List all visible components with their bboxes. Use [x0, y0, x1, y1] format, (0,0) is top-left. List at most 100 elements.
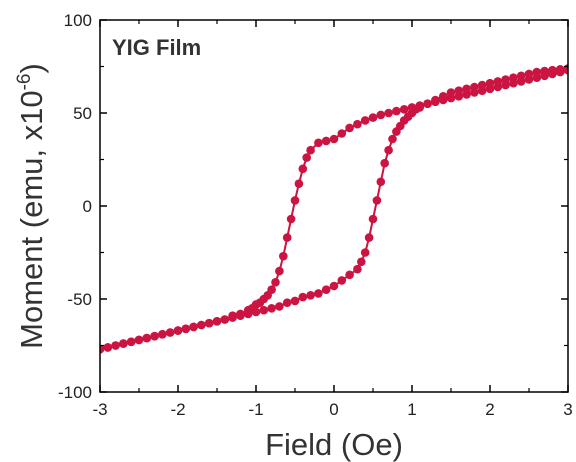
series-0-point: [286, 214, 296, 224]
series-1-point: [228, 313, 237, 322]
x-tick-label: -2: [170, 400, 185, 419]
series-0-point: [360, 116, 370, 125]
y-axis-title-end: ): [14, 63, 49, 73]
series-1-point: [470, 82, 479, 92]
series-1-point: [275, 302, 284, 311]
x-tick-label: 1: [407, 400, 416, 419]
series-0-point: [279, 251, 288, 261]
series-1-point: [380, 158, 390, 168]
series-1-point: [142, 333, 152, 343]
series-1-point: [462, 84, 471, 94]
series-layer: [100, 64, 568, 354]
series-1-point: [540, 66, 549, 76]
x-tick-label: -1: [248, 400, 263, 419]
series-1-point: [493, 77, 503, 86]
series-0-point: [353, 119, 362, 129]
series-1-point: [126, 337, 136, 347]
series-1-point: [516, 71, 526, 81]
series-1-point: [477, 80, 487, 90]
series-0-point: [345, 123, 354, 133]
series-0-point: [298, 164, 308, 174]
x-tick-label: -3: [92, 400, 107, 419]
series-0-point: [290, 196, 300, 205]
series-1-point: [314, 289, 323, 298]
series-1-point: [100, 344, 105, 354]
series-1-point: [251, 307, 261, 317]
series-0-point: [376, 110, 386, 120]
series-1-point: [150, 331, 159, 341]
series-0-point: [392, 106, 401, 116]
series-1-point: [532, 67, 542, 77]
series-1-point: [353, 264, 362, 274]
series-0-point: [337, 129, 347, 138]
series-0-point: [399, 105, 409, 114]
series-1-point: [524, 69, 534, 79]
ticks-layer: -3 -2 -1 0 1 2 3 -100 -50 0 50 100: [58, 11, 573, 419]
series-1-point: [306, 291, 315, 300]
series-1-point: [134, 335, 144, 345]
series-1-point: [204, 318, 214, 328]
series-1-point: [415, 103, 425, 112]
series-1-point: [376, 177, 386, 187]
x-tick-label: 3: [563, 400, 572, 419]
series-1-line: [100, 67, 568, 351]
y-tick-label: 100: [64, 11, 92, 30]
series-1-point: [501, 75, 510, 84]
x-axis-title: Field (Oe): [265, 427, 403, 462]
y-tick-label: 50: [73, 104, 92, 123]
y-axis-title-main: Moment (emu, x10: [14, 90, 49, 348]
y-tick-label: 0: [83, 197, 92, 216]
series-0-point: [294, 179, 304, 188]
series-1-point: [181, 324, 191, 334]
series-0-line: [100, 69, 568, 351]
series-1-point: [212, 317, 222, 326]
series-1-point: [298, 292, 308, 302]
y-tick-label: -50: [67, 290, 92, 309]
y-tick-label: -100: [58, 383, 92, 402]
series-1-point: [431, 95, 440, 105]
series-1-point: [360, 248, 370, 257]
chart-annotation: YIG Film: [112, 35, 201, 60]
series-1-point: [189, 322, 198, 332]
x-tick-label: 0: [329, 400, 338, 419]
series-1-point: [509, 73, 518, 82]
series-1-point: [290, 296, 300, 306]
series-1-point: [555, 65, 565, 74]
series-1-point: [384, 145, 393, 155]
series-1-point: [165, 328, 175, 337]
series-1-point: [485, 78, 495, 88]
series-1-point: [423, 99, 432, 108]
series-1-point: [329, 281, 339, 291]
series-1-point: [103, 343, 113, 352]
series-0-point: [329, 134, 339, 144]
series-1-point: [357, 257, 366, 267]
series-1-point: [454, 86, 464, 95]
series-0-point: [384, 108, 393, 118]
series-1-point: [119, 339, 128, 348]
series-1-point: [345, 270, 354, 280]
series-1-point: [236, 311, 245, 321]
series-0-point: [302, 153, 312, 162]
series-1-point: [337, 276, 347, 285]
series-1-point: [364, 233, 374, 242]
series-1-point: [446, 88, 456, 97]
series-0-point: [368, 113, 378, 122]
series-1-point: [243, 309, 253, 319]
series-1-point: [388, 134, 397, 144]
series-1-point: [267, 304, 276, 313]
x-tick-label: 2: [485, 400, 494, 419]
series-1-point: [368, 214, 378, 224]
series-0-point: [314, 138, 323, 148]
series-0-point: [321, 136, 331, 146]
series-1-point: [197, 320, 206, 330]
series-1-point: [220, 315, 230, 324]
series-1-point: [372, 196, 382, 205]
series-1-point: [173, 326, 183, 335]
y-axis-title-sup: -6: [14, 73, 35, 90]
series-1-point: [438, 92, 448, 101]
series-1-point: [282, 298, 292, 308]
series-1-point: [321, 285, 331, 295]
series-1-point: [111, 341, 120, 350]
series-1-point: [548, 65, 557, 75]
